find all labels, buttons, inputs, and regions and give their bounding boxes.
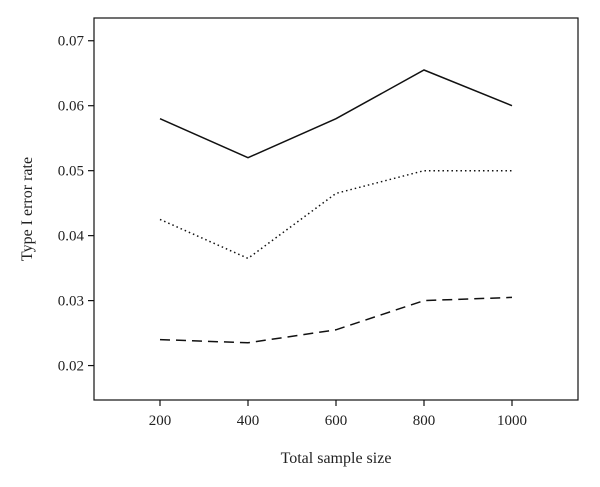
- x-axis: 200 400 600 800 1000: [149, 400, 527, 429]
- plot-frame: [93, 17, 579, 401]
- x-tick-label: 200: [149, 413, 172, 429]
- y-axis: 0.02 0.03 0.04 0.05 0.06 0.07: [58, 34, 94, 375]
- x-tick-label: 800: [413, 413, 436, 429]
- y-tick-label: 0.05: [58, 164, 84, 180]
- x-axis-label: Total sample size: [281, 450, 392, 467]
- y-tick-label: 0.06: [58, 99, 85, 115]
- x-tick-label: 400: [237, 413, 260, 429]
- x-tick-label: 600: [325, 413, 348, 429]
- series-layer: [159, 69, 513, 344]
- series-line-solid: [159, 69, 513, 159]
- y-tick-label: 0.04: [58, 229, 85, 245]
- series-line-dotted: [159, 169, 512, 260]
- y-tick-label: 0.03: [58, 294, 84, 310]
- y-axis-label: Type I error rate: [19, 157, 36, 261]
- y-tick-label: 0.02: [58, 359, 84, 375]
- y-tick-label: 0.07: [58, 34, 85, 50]
- x-tick-label: 1000: [497, 413, 527, 429]
- series-line-dashed: [159, 296, 513, 344]
